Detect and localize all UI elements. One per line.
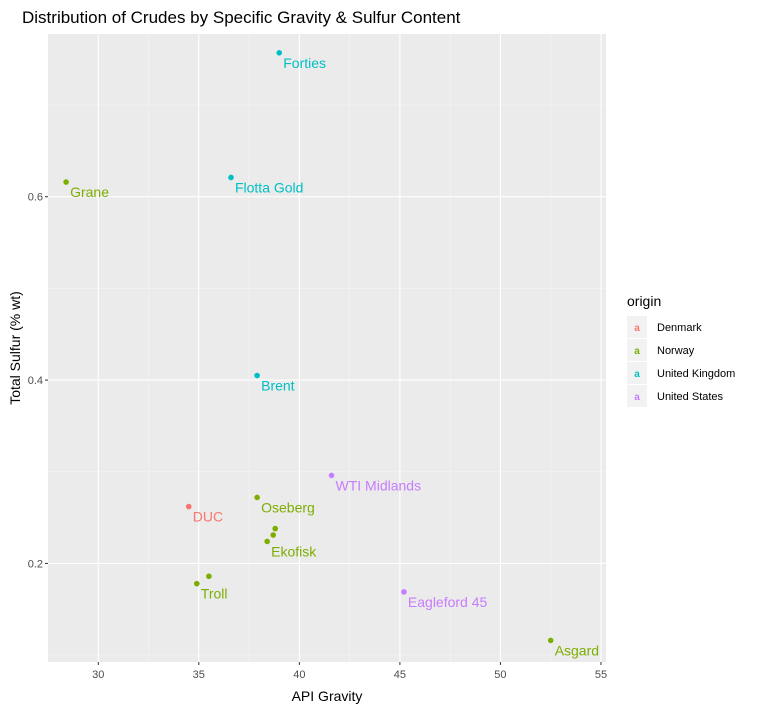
x-axis-title: API Gravity: [292, 688, 363, 704]
x-tick-label: 50: [494, 669, 506, 681]
point-label: Troll: [201, 586, 228, 602]
point-label: Flotta Gold: [235, 179, 303, 195]
x-axis-ticks: 30 35 40 45 50 55: [92, 662, 607, 681]
data-point: [547, 637, 554, 644]
point-label: Forties: [283, 55, 326, 71]
major-gridlines: [48, 34, 606, 662]
y-tick-label: 0.4: [28, 375, 43, 387]
legend-label: Norway: [657, 345, 695, 357]
x-tick-label: 35: [193, 669, 205, 681]
legend-label: United States: [657, 391, 724, 403]
legend: origin a Denmark a Norway a United Kingdom a Un…: [627, 293, 735, 407]
point-label: DUC: [193, 509, 223, 525]
x-tick-label: 55: [595, 669, 607, 681]
data-point: [276, 49, 283, 56]
y-axis-title: Total Sulfur (% wt): [7, 291, 23, 405]
x-tick-label: 40: [293, 669, 305, 681]
data-point: [328, 472, 335, 479]
data-point: [254, 494, 260, 501]
chart-title: Distribution of Crudes by Specific Gravi…: [22, 8, 461, 27]
x-tick-label: 30: [92, 669, 104, 681]
point-label: Grane: [70, 184, 109, 200]
data-point: [270, 532, 277, 538]
point-label: Brent: [261, 378, 295, 394]
data-point: [272, 525, 279, 532]
x-tick-label: 45: [394, 669, 406, 681]
legend-key: [627, 316, 647, 338]
data-point: [185, 503, 192, 510]
plot-panel: [48, 34, 606, 662]
legend-items: a Denmark a Norway a United Kingdom a United St…: [627, 316, 735, 407]
data-point: [254, 372, 260, 379]
data-point: [63, 179, 69, 185]
data-points: [63, 49, 554, 644]
legend-key: [627, 362, 647, 384]
point-label: Eagleford 45: [408, 594, 488, 610]
point-label: Oseberg: [261, 499, 315, 515]
legend-label: Denmark: [657, 322, 702, 334]
data-point: [194, 580, 200, 587]
y-tick-label: 0.6: [28, 192, 43, 204]
legend-key-glyph: a: [634, 369, 640, 380]
data-point: [206, 573, 212, 580]
legend-label: United Kingdom: [657, 368, 735, 380]
data-point: [264, 538, 270, 545]
legend-key-glyph: a: [634, 392, 640, 403]
point-label: WTI Midlands: [336, 477, 422, 493]
legend-key: [627, 339, 647, 361]
legend-key: [627, 385, 647, 407]
y-tick-label: 0.2: [28, 558, 43, 570]
point-labels: Forties Grane Flotta Gold Brent WTI Midlands…: [70, 55, 599, 659]
legend-key-glyph: a: [634, 323, 640, 334]
y-axis-ticks: 0.2 0.4 0.6: [28, 192, 48, 570]
point-label: Asgard: [555, 642, 599, 658]
minor-gridlines: [48, 34, 606, 662]
data-point: [401, 589, 407, 595]
point-label: Ekofisk: [271, 543, 317, 559]
data-point: [228, 174, 234, 181]
legend-key-glyph: a: [634, 346, 640, 357]
legend-title: origin: [627, 293, 661, 309]
